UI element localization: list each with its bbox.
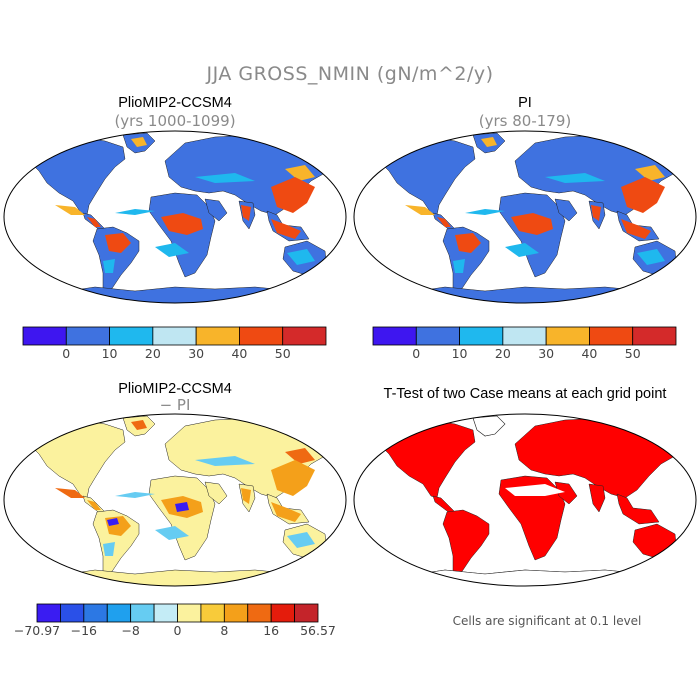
colorbar-box [177,603,202,623]
colorbar-tick-label: 56.57 [300,623,336,638]
map-panel-1 [3,130,347,304]
colorbar-box [545,326,590,346]
colorbar-tick-label: 10 [452,346,468,361]
colorbar-box [109,326,154,346]
panel-3-title: PlioMIP2-CCSM4 [118,381,232,397]
colorbar-box [223,603,249,623]
colorbar-box [22,326,67,346]
colorbar-tick-label: 10 [102,346,118,361]
non-significant-region [374,569,676,586]
colorbar-panel-1: 0 10 20 30 40 50 [22,326,327,361]
map-panel-4 [353,413,697,587]
colorbar-tick-label: 50 [625,346,641,361]
colorbar-box [130,603,155,623]
colorbar-tick-label: 20 [495,346,511,361]
colorbar-panel-3: −70.97 −16 −8 0 8 16 56.57 [14,603,336,638]
colorbar-box [589,326,634,346]
colorbar-tick-label: 50 [275,346,291,361]
colorbar-tick-label: −70.97 [14,623,60,638]
colorbar-box [282,326,327,346]
significance-note: Cells are significant at 0.1 level [453,614,642,628]
colorbar-box [83,603,108,623]
colorbar-tick-label: 0 [412,346,420,361]
colorbar-box [200,603,225,623]
colorbar-box [502,326,547,346]
colorbar-box [106,603,132,623]
colorbar-tick-label: −8 [121,623,139,638]
colorbar-box [247,603,272,623]
colorbar-tick-label: 30 [188,346,204,361]
colorbar-box [65,326,110,346]
colorbar-box [152,326,197,346]
colorbar-box [294,603,319,623]
map-border [353,413,697,587]
map-border [3,130,347,304]
colorbar-box [415,326,460,346]
colorbar-tick-label: 20 [145,346,161,361]
colorbar-tick-label: 0 [174,623,182,638]
colorbar-box [36,603,61,623]
colorbar-tick-label: 8 [220,623,228,638]
colorbar-box [270,603,295,623]
colorbar-box [153,603,178,623]
colorbar-box [239,326,284,346]
colorbar-panel-2: 0 10 20 30 40 50 [372,326,677,361]
map-border [353,130,697,304]
map-panel-3 [3,413,347,587]
colorbar-tick-label: 40 [581,346,597,361]
panel-2-title: PI [518,95,532,111]
colorbar-box [632,326,677,346]
colorbar-box [372,326,417,346]
panel-4-title: T-Test of two Case means at each grid po… [384,386,667,402]
panel-3-subtitle: − PI [160,396,191,414]
map-panel-2 [353,130,697,304]
colorbar-tick-label: 0 [62,346,70,361]
colorbar-tick-label: −16 [71,623,97,638]
figure-title: JJA GROSS_NMIN (gN/m^2/y) [205,63,493,85]
colorbar-box [195,326,240,346]
panel-1-title: PlioMIP2-CCSM4 [118,95,232,111]
colorbar-tick-label: 40 [231,346,247,361]
map-border [3,413,347,587]
colorbar-box [459,326,504,346]
colorbar-tick-label: 16 [263,623,279,638]
panel-1-subtitle: (yrs 1000-1099) [114,112,235,130]
colorbar-box [60,603,85,623]
panel-2-subtitle: (yrs 80-179) [479,112,571,130]
colorbar-tick-label: 30 [538,346,554,361]
